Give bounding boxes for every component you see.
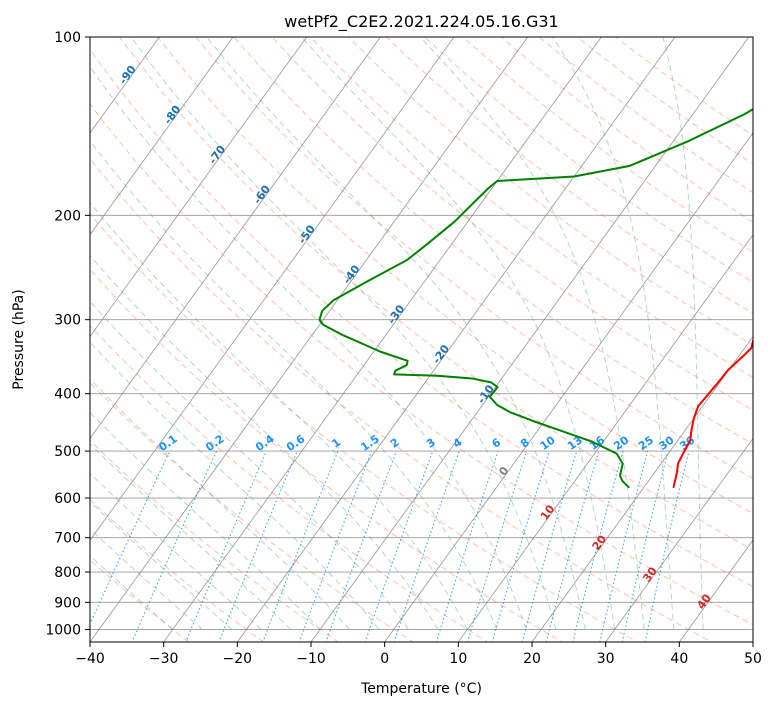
isotherm-line xyxy=(236,37,676,642)
isotherm-line xyxy=(90,37,381,440)
dry-adiabat-line xyxy=(157,37,753,515)
moist-adiabat-line xyxy=(90,500,233,630)
dry-adiabat-line xyxy=(118,37,753,551)
y-tick-label: 200 xyxy=(54,208,81,224)
x-tick-label: 20 xyxy=(523,651,541,667)
moist-adiabat-line xyxy=(90,254,439,630)
moist-adiabat-line xyxy=(90,300,409,630)
dry-adiabat-line xyxy=(90,498,265,642)
moist-adiabat-line xyxy=(90,443,291,630)
y-tick-label: 500 xyxy=(54,444,81,460)
moist-adiabat-line xyxy=(90,411,321,630)
isotherm-line xyxy=(605,437,753,642)
temperature-profile-line xyxy=(672,337,753,489)
dry-adiabat-line xyxy=(90,268,564,642)
y-tick-label: 1000 xyxy=(45,622,81,638)
x-tick-label: 0 xyxy=(380,651,389,667)
moist-adiabat-line xyxy=(419,37,645,630)
y-tick-label: 600 xyxy=(54,491,81,507)
moist-adiabat-line xyxy=(90,472,262,630)
chart-title: wetPf2_C2E2.2021.224.05.16.G31 xyxy=(284,12,558,32)
moist-adiabat-line xyxy=(552,37,675,630)
x-tick-label: 40 xyxy=(670,651,688,667)
moist-adiabat-line xyxy=(662,37,704,630)
grid-lines xyxy=(90,37,753,642)
x-axis-label: Temperature (°C) xyxy=(360,681,482,697)
y-tick-label: 300 xyxy=(54,313,81,329)
isotherm-line xyxy=(531,335,753,642)
dry-adiabat-line xyxy=(90,439,340,642)
x-tick-label: −40 xyxy=(75,651,105,667)
dry-adiabat-line xyxy=(347,37,753,346)
moist-adiabat-line xyxy=(90,341,380,630)
moist-adiabat-line xyxy=(90,65,527,630)
dry-adiabat-line xyxy=(90,103,753,626)
x-tick-label: 30 xyxy=(597,651,615,667)
x-tick-label: −20 xyxy=(223,651,253,667)
y-axis-label: Pressure (hPa) xyxy=(11,289,27,389)
plot-frame xyxy=(89,36,754,643)
moist-adiabat-line xyxy=(130,37,557,630)
dry-adiabat-line xyxy=(195,37,753,479)
moist-adiabat-line xyxy=(90,555,174,630)
moist-adiabat-line xyxy=(90,528,203,630)
x-tick-label: 10 xyxy=(449,651,467,667)
moist-adiabat-line xyxy=(301,37,616,630)
y-tick-label: 400 xyxy=(54,387,81,403)
profile-series xyxy=(318,108,753,489)
isotherm-line xyxy=(678,539,753,642)
isotherm-line xyxy=(90,37,455,541)
y-tick-label: 800 xyxy=(54,565,81,581)
x-tick-label: −30 xyxy=(149,651,179,667)
isotherm-line xyxy=(384,132,753,642)
y-tick-label: 900 xyxy=(54,595,81,611)
dewpoint-profile-line xyxy=(318,108,753,489)
isotherm-line xyxy=(457,233,753,642)
isotherm-line xyxy=(163,37,602,642)
axis-ticks: −40 −30 −20 −10 0 10 20 30 40 50 100 200 300 400 500 60… xyxy=(45,30,762,667)
x-tick-label: −10 xyxy=(296,651,326,667)
y-tick-label: 700 xyxy=(54,531,81,547)
dry-adiabat-line xyxy=(309,37,753,378)
moist-adiabat-line xyxy=(206,37,586,630)
isotherm-line xyxy=(90,37,529,642)
isotherm-line xyxy=(90,37,234,236)
x-tick-label: 50 xyxy=(744,651,762,667)
isotherm-line xyxy=(310,37,750,642)
isotherm-line xyxy=(90,37,160,134)
isotherm-line xyxy=(90,37,308,338)
moist-adiabat-line xyxy=(90,140,498,630)
dry-adiabat-line xyxy=(90,324,489,642)
moist-adiabat-line xyxy=(90,378,350,630)
y-tick-label: 100 xyxy=(54,30,81,46)
